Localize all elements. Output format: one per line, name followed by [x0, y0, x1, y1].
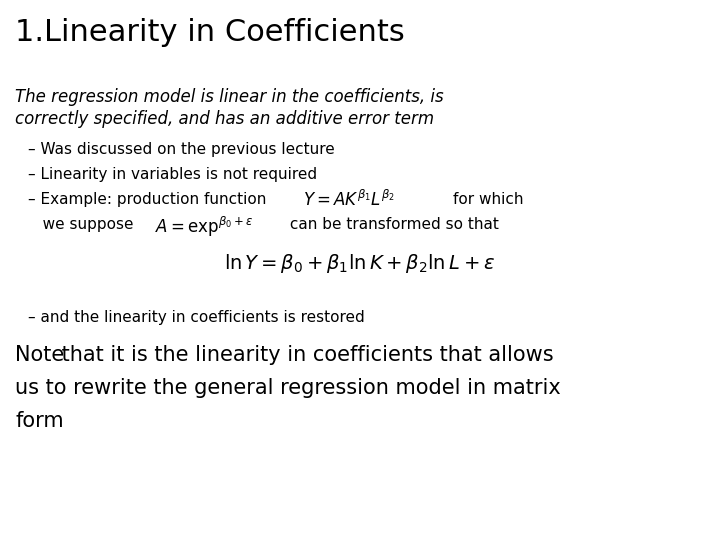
Text: that it is the linearity in coefficients that allows: that it is the linearity in coefficients… — [55, 345, 554, 365]
Text: we suppose: we suppose — [28, 217, 138, 232]
Text: correctly specified, and has an additive error term: correctly specified, and has an additive… — [15, 110, 434, 128]
Text: us to rewrite the general regression model in matrix: us to rewrite the general regression mod… — [15, 378, 561, 398]
Text: Note: Note — [15, 345, 64, 365]
Text: for which: for which — [453, 192, 523, 207]
Text: form: form — [15, 411, 63, 431]
Text: $\ln Y = \beta_0 + \beta_1 \ln K + \beta_2 \ln L + \varepsilon$: $\ln Y = \beta_0 + \beta_1 \ln K + \beta… — [225, 252, 495, 275]
Text: The regression model is linear in the coefficients, is: The regression model is linear in the co… — [15, 88, 444, 106]
Text: $Y = AK^{\beta_1}L^{\beta_2}$: $Y = AK^{\beta_1}L^{\beta_2}$ — [303, 189, 395, 210]
Text: can be transformed so that: can be transformed so that — [285, 217, 499, 232]
Text: – Linearity in variables is not required: – Linearity in variables is not required — [28, 167, 317, 182]
Text: $A = \mathrm{exp}^{\beta_0+\varepsilon}$: $A = \mathrm{exp}^{\beta_0+\varepsilon}$ — [155, 214, 253, 239]
Text: – Example: production function: – Example: production function — [28, 192, 271, 207]
Text: – and the linearity in coefficients is restored: – and the linearity in coefficients is r… — [28, 310, 365, 325]
Text: – Was discussed on the previous lecture: – Was discussed on the previous lecture — [28, 142, 335, 157]
Text: 1.Linearity in Coefficients: 1.Linearity in Coefficients — [15, 18, 405, 47]
